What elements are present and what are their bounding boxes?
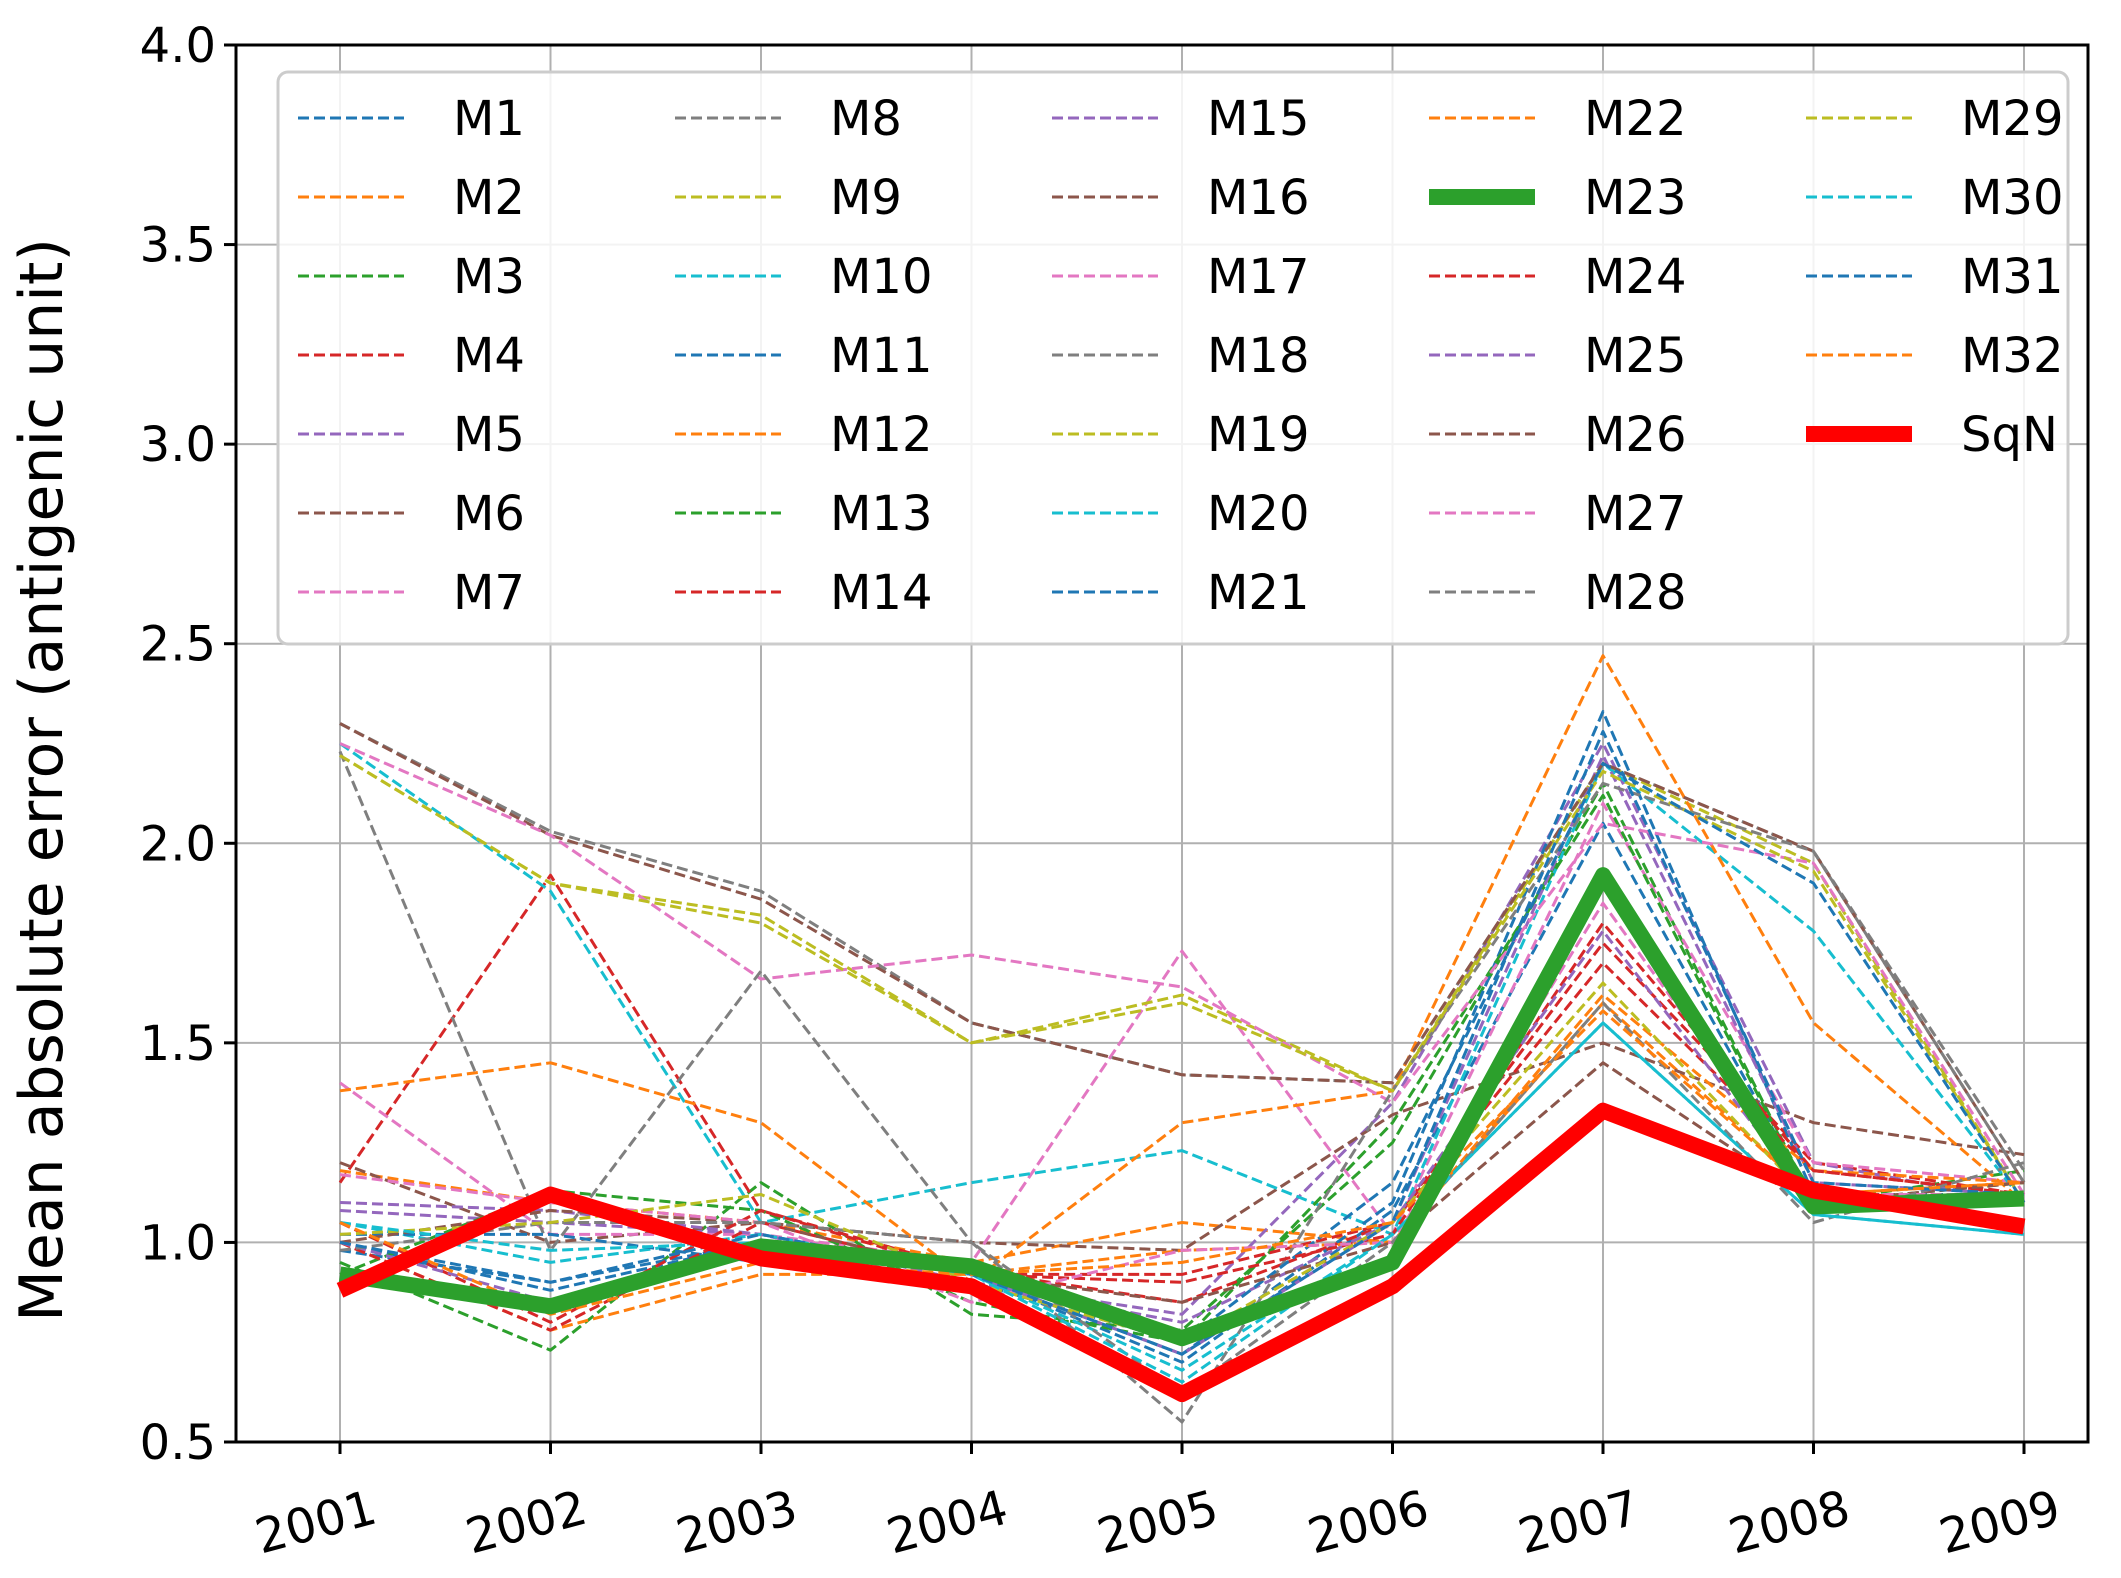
legend-label-m11: M11: [830, 328, 933, 384]
legend-label-m28: M28: [1584, 565, 1687, 621]
legend-label-sqn: SqN: [1961, 407, 2058, 463]
series-line-sqn: [336, 1102, 2026, 1403]
legend-label-m1: M1: [453, 91, 525, 147]
legend-label-m32: M32: [1961, 328, 2064, 384]
legend-label-m14: M14: [830, 565, 933, 621]
legend-label-m6: M6: [453, 486, 525, 542]
y-axis-label: Mean absolute error (antigenic unit): [7, 238, 77, 1322]
y-tick-label: 1.0: [140, 1215, 216, 1271]
legend-label-m23: M23: [1584, 170, 1687, 226]
axes: [224, 43, 2090, 1454]
series-line-m23: [338, 867, 2025, 1347]
plot-frame: [234, 43, 2090, 1444]
series-line-m19: [339, 754, 2026, 1204]
legend-label-m3: M3: [453, 249, 525, 305]
legend-label-m26: M26: [1584, 407, 1687, 463]
legend-label-m4: M4: [453, 328, 525, 384]
series-line-m26: [339, 1061, 2025, 1304]
legend-label-m31: M31: [1961, 249, 2064, 305]
legend-label-m19: M19: [1207, 407, 1310, 463]
legend-label-m22: M22: [1584, 91, 1687, 147]
y-tick-label: 2.5: [140, 617, 216, 673]
series-line-m31: [339, 730, 2025, 1356]
legend-label-m15: M15: [1207, 91, 1310, 147]
legend-label-m9: M9: [830, 170, 902, 226]
legend-label-m29: M29: [1961, 91, 2064, 147]
series-line-m5: [339, 742, 2025, 1316]
y-tick-label: 2.0: [140, 816, 216, 872]
legend-label-m13: M13: [830, 486, 933, 542]
series-lines: [336, 654, 2026, 1424]
legend-label-m7: M7: [453, 565, 525, 621]
legend-label-m5: M5: [453, 407, 525, 463]
series-line-m17: [339, 742, 2026, 1196]
legend-label-m10: M10: [830, 249, 933, 305]
legend-label-m16: M16: [1207, 170, 1310, 226]
series-line-m18: [338, 750, 2026, 1424]
legend-label-m18: M18: [1207, 328, 1310, 384]
legend-label-m12: M12: [830, 407, 933, 463]
y-tick-label: 4.0: [140, 18, 216, 74]
series-line-m32: [339, 1009, 2025, 1316]
legend-label-m30: M30: [1961, 170, 2064, 226]
y-tick-label: 3.5: [140, 218, 216, 274]
legend-label-m2: M2: [453, 170, 525, 226]
series-line-m10: [339, 742, 2026, 1236]
series-line-m12: [339, 654, 2025, 1284]
legend-label-m8: M8: [830, 91, 902, 147]
legend-box: [276, 70, 2070, 646]
series-line-m16: [339, 722, 2026, 1184]
y-tick-label: 1.5: [140, 1016, 216, 1072]
legend-label-m25: M25: [1584, 328, 1687, 384]
legend-label-m21: M21: [1207, 565, 1310, 621]
legend: M1 M2 M3 M4 M5 M6 M7 M8 M9 M10 M11 M12 M13 M14 M15 M16 M…: [276, 70, 2070, 646]
series-line-m1: [339, 821, 2024, 1364]
legend-label-m20: M20: [1207, 486, 1310, 542]
legend-label-m17: M17: [1207, 249, 1310, 305]
legend-label-m27: M27: [1584, 486, 1687, 542]
y-tick-label: 3.0: [140, 417, 216, 473]
y-tick-label: 0.5: [140, 1415, 216, 1471]
series-line-m30: [339, 1021, 2025, 1384]
series-line-m7: [339, 801, 2025, 1264]
legend-label-m24: M24: [1584, 249, 1687, 305]
